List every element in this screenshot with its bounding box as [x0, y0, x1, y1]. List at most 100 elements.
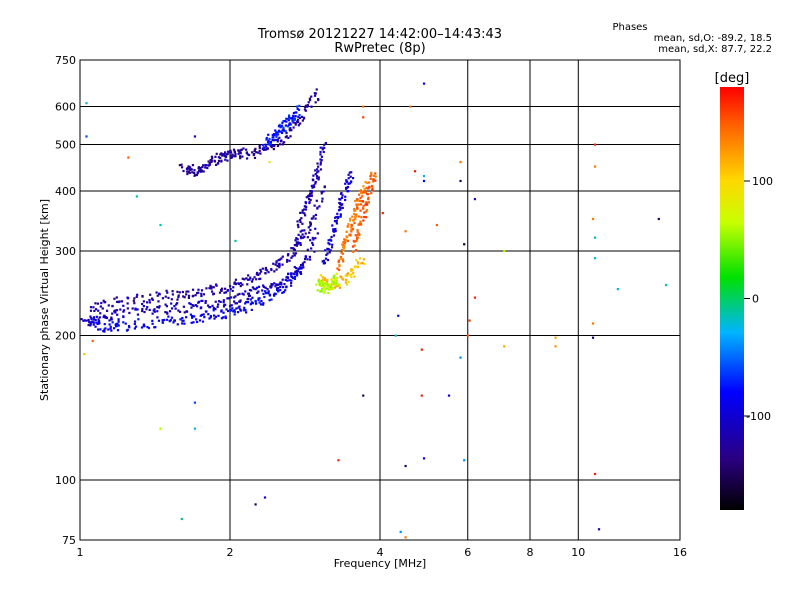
trace-point [359, 189, 363, 192]
trace-point [308, 194, 311, 197]
trace-point [328, 251, 331, 254]
trace-point [319, 284, 323, 287]
trace-point [97, 320, 101, 323]
trace-point [355, 259, 358, 262]
trace-point [247, 274, 250, 277]
trace-point [304, 255, 307, 258]
trace-point [366, 181, 369, 185]
trace-point [309, 239, 312, 242]
trace-point [348, 171, 351, 174]
trace-point [116, 322, 119, 325]
trace-point [306, 248, 309, 251]
trace-point [151, 319, 154, 322]
trace-point [354, 249, 358, 252]
trace-point [264, 143, 267, 146]
trace-point [219, 288, 223, 292]
trace-point [343, 244, 346, 248]
trace-point [334, 229, 337, 233]
trace-point [297, 115, 300, 118]
trace-point [200, 294, 203, 298]
scatter-point [591, 322, 595, 325]
x-tick-label: 8 [527, 546, 534, 559]
trace-point [361, 195, 364, 198]
trace-point [196, 172, 199, 175]
trace-point [210, 155, 214, 158]
trace-point [110, 329, 113, 332]
trace-point [122, 304, 125, 307]
trace-point [366, 203, 369, 206]
trace-point [214, 283, 218, 286]
trace-point [277, 125, 281, 128]
trace-point [205, 164, 208, 167]
trace-point [374, 172, 377, 175]
trace-point [371, 187, 374, 190]
trace-point [231, 307, 234, 310]
trace-point [185, 316, 188, 319]
trace-point [250, 308, 253, 312]
trace-point [200, 299, 203, 303]
trace-point [311, 241, 314, 245]
trace-point [204, 299, 207, 303]
trace-point [247, 153, 251, 157]
trace-point [122, 310, 125, 313]
y-tick-label: 75 [62, 534, 76, 547]
trace-point [319, 150, 322, 154]
trace-point [316, 177, 319, 180]
trace-point [332, 230, 336, 233]
trace-point [272, 147, 275, 151]
trace-point [281, 143, 284, 146]
trace-point [356, 206, 359, 209]
scatter-point [420, 348, 423, 351]
trace-point [274, 129, 277, 132]
trace-point [319, 290, 322, 293]
trace-point [282, 290, 285, 294]
trace-point [261, 143, 264, 147]
trace-point [316, 162, 319, 165]
trace-point [183, 311, 186, 314]
trace-point [107, 328, 110, 331]
trace-point [339, 215, 342, 218]
trace-point [357, 203, 360, 206]
trace-point [310, 184, 313, 188]
trace-point [256, 291, 259, 295]
y-axis-label: Stationary phase Virtual Height [km] [38, 199, 51, 401]
trace-point [251, 296, 254, 299]
trace-point [335, 272, 338, 275]
trace-point [279, 285, 282, 289]
trace-point [212, 314, 216, 317]
trace-point [362, 204, 365, 208]
trace-point [151, 312, 154, 315]
trace-point [320, 287, 324, 290]
trace-point [347, 173, 350, 176]
trace-point [233, 309, 236, 312]
trace-point [181, 316, 184, 320]
trace-point [222, 316, 225, 319]
trace-point [212, 293, 215, 296]
scatter-point [616, 288, 619, 291]
trace-point [290, 279, 293, 282]
trace-point [257, 297, 260, 300]
trace-point [295, 244, 299, 247]
trace-point [210, 160, 213, 164]
trace-point [226, 152, 229, 156]
trace-point [210, 287, 213, 290]
trace-point [363, 215, 366, 219]
trace-point [247, 292, 251, 295]
trace-point [291, 119, 294, 122]
trace-point [208, 163, 211, 166]
trace-point [207, 304, 210, 307]
trace-point [104, 327, 107, 330]
trace-point [264, 290, 267, 293]
trace-point [288, 279, 291, 282]
trace-point [357, 215, 361, 218]
trace-point [370, 192, 373, 195]
trace-point [363, 262, 366, 266]
trace-point [309, 224, 312, 227]
trace-point [180, 166, 184, 169]
trace-point [119, 308, 122, 311]
trace-point [132, 299, 135, 302]
trace-point [215, 163, 218, 167]
trace-point [178, 164, 182, 167]
trace-point [109, 327, 112, 330]
trace-point [183, 296, 186, 299]
